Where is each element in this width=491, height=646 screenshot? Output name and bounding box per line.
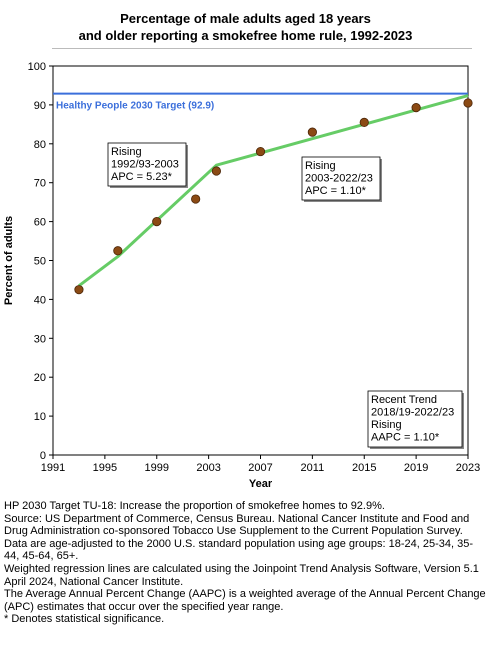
y-tick-label: 10 [34,411,46,423]
data-point [463,98,473,108]
x-tick-label: 2015 [352,462,376,474]
footnote: Weighted regression lines are calculated… [4,562,479,588]
x-tick-label: 2011 [301,462,325,474]
y-axis-label: Percent of adults [3,216,15,305]
annotation-text: Rising [305,160,336,172]
annotation-text: 1992/93-2003 [111,159,179,171]
data-point [152,217,162,227]
y-tick-label: 50 [34,256,46,268]
footnote: Data are age-adjusted to the 2000 U.S. s… [4,537,474,563]
y-tick-label: 20 [34,372,46,384]
chart-title-line-1: Percentage of male adults aged 18 years [120,11,371,26]
trend-line [77,94,469,287]
data-point [359,117,369,128]
data-point [307,127,317,137]
annotation-text: Rising [371,419,402,431]
x-tick-label: 2023 [456,462,480,474]
y-tick-label: 100 [28,61,46,73]
y-tick-label: 80 [34,139,46,151]
x-tick-label: 2003 [196,462,220,474]
annotation-text: AAPC = 1.10* [371,432,440,444]
annotation-text: APC = 5.23* [111,171,173,183]
data-point [411,103,421,113]
x-tick-label: 2007 [248,462,272,474]
annotation-box [301,156,381,201]
annotation-text: 2003-2022/23 [305,173,373,185]
data-point [74,285,84,295]
chart-title: Percentage of male adults aged 18 years … [0,10,491,44]
y-tick-label: 40 [34,294,46,306]
y-tick-label: 0 [40,450,46,462]
annotation-text: Rising [111,146,142,158]
data-point [113,246,123,256]
y-tick-label: 70 [34,178,46,190]
y-tick-label: 60 [34,217,46,229]
data-point [191,194,201,204]
x-tick-label: 1999 [145,462,169,474]
annotation-text: Recent Trend [371,394,437,406]
x-axis-label: Year [249,478,273,490]
x-tick-label: 2019 [404,462,428,474]
y-tick-label: 30 [34,333,46,345]
chart-area: 0 10 20 30 40 50 60 70 80 90 100 1991 1995 1999 2003 20… [3,61,480,490]
title-divider [52,48,472,49]
x-tick-label: 1995 [93,462,117,474]
footnote: Source: US Department of Commerce, Censu… [4,512,470,538]
x-tick-label: 1991 [41,462,65,474]
annotation-box [107,142,187,187]
target-label: Healthy People 2030 Target (92.9) [56,101,214,112]
annotation-text: 2018/19-2022/23 [371,407,454,419]
footnote: The Average Annual Percent Change (AAPC)… [4,588,486,613]
data-point [255,146,266,157]
chart-title-line-2: and older reporting a smokefree home rul… [78,28,413,43]
footnote: HP 2030 Target TU-18: Increase the propo… [4,500,385,512]
footnote: * Denotes statistical significance. [4,613,165,626]
annotation-text: APC = 1.10* [305,185,367,197]
annotation-box [367,390,463,448]
data-point [211,166,222,176]
y-tick-label: 90 [34,100,46,112]
footnotes: HP 2030 Target TU-18: Increase the propo… [4,500,488,626]
